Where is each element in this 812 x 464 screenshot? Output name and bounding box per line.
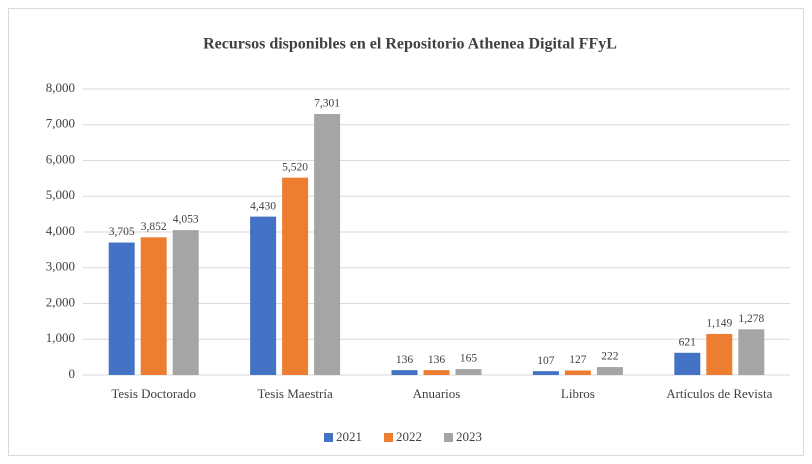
y-tick-label: 7,000	[46, 116, 75, 131]
bar	[706, 333, 733, 375]
y-tick-label: 5,000	[46, 187, 75, 202]
y-tick-label: 6,000	[46, 151, 75, 166]
legend-label: 2023	[456, 429, 482, 444]
bar	[532, 371, 559, 375]
legend-label: 2022	[396, 429, 422, 444]
x-tick-label: Tesis Doctorado	[111, 386, 196, 401]
bar	[108, 242, 135, 375]
value-label: 1,278	[738, 313, 764, 325]
legend-swatch	[324, 433, 333, 442]
legend-swatch	[384, 433, 393, 442]
bar	[674, 352, 701, 375]
bar	[140, 237, 167, 375]
value-label: 7,301	[314, 98, 340, 110]
x-tick-label: Artículos de Revista	[666, 386, 772, 401]
value-label: 107	[537, 355, 555, 367]
value-label: 222	[601, 351, 619, 363]
value-label: 3,852	[141, 221, 167, 233]
bar	[282, 177, 309, 375]
value-label: 3,705	[109, 226, 135, 238]
bar	[564, 370, 591, 375]
bar	[738, 329, 765, 375]
bar	[391, 370, 418, 375]
value-label: 136	[428, 354, 446, 366]
y-tick-label: 4,000	[46, 223, 75, 238]
value-label: 127	[569, 354, 587, 366]
bar	[172, 230, 199, 375]
y-tick-label: 8,000	[46, 80, 75, 95]
x-tick-label: Libros	[561, 386, 595, 401]
legend-label: 2021	[336, 429, 362, 444]
legend-swatch	[444, 433, 453, 442]
y-tick-label: 3,000	[46, 259, 75, 274]
x-tick-label: Anuarios	[413, 386, 461, 401]
value-label: 4,430	[250, 200, 276, 212]
x-tick-label: Tesis Maestría	[257, 386, 332, 401]
value-label: 5,520	[282, 161, 308, 173]
value-label: 1,149	[706, 318, 732, 330]
bar	[596, 367, 623, 375]
bar	[455, 369, 482, 375]
bar	[423, 370, 450, 375]
chart-title: Recursos disponibles en el Repositorio A…	[203, 36, 617, 53]
y-tick-label: 2,000	[46, 294, 75, 309]
value-label: 621	[679, 336, 697, 348]
y-tick-label: 0	[69, 366, 76, 381]
value-label: 4,053	[173, 214, 199, 226]
bar	[250, 216, 277, 375]
value-label: 165	[460, 353, 478, 365]
value-label: 136	[396, 354, 414, 366]
y-tick-label: 1,000	[46, 330, 75, 345]
bar	[314, 113, 341, 375]
